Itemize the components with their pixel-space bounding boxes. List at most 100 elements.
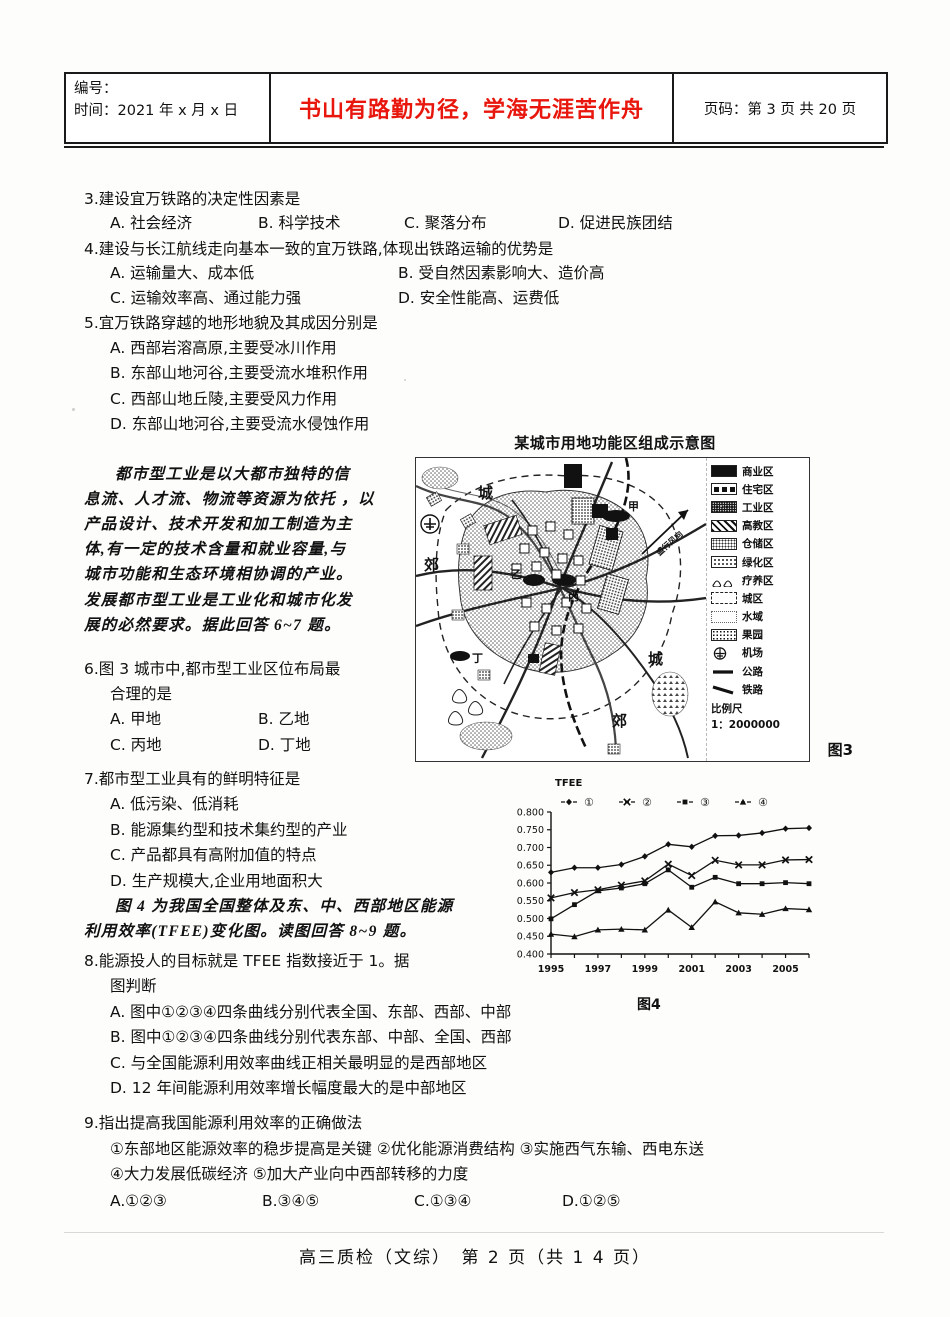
- airport-icon: [420, 514, 440, 534]
- legend-label: 高教区: [742, 520, 774, 533]
- svg-text:④: ④: [758, 796, 768, 809]
- higher-education-zone: [473, 514, 562, 676]
- question-6-option-d: D. 丁地: [258, 736, 311, 754]
- higher-education-swatch-icon: [711, 519, 737, 532]
- svg-text:0.700: 0.700: [517, 843, 544, 854]
- scan-speck: [720, 505, 722, 507]
- map-scale-label: 比例尺: [711, 703, 743, 716]
- legend-label: 铁路: [742, 683, 763, 696]
- svg-text:2001: 2001: [679, 964, 705, 975]
- water-swatch-icon: [711, 610, 737, 623]
- header-motto-cell: 书山有路勤为径，学海无涯苦作舟: [271, 74, 674, 142]
- question-9-option-c: C.①③④: [414, 1192, 472, 1210]
- page-footer: 高三质检（文综） 第 2 页（共 1 4 页）: [299, 1248, 651, 1268]
- passage-line: 利用效率(TFEE)变化图。读图回答 8~9 题。: [84, 923, 417, 941]
- map-site-bing: 丙: [568, 590, 579, 603]
- commercial-swatch-icon: [711, 465, 737, 478]
- svg-text:2005: 2005: [772, 964, 798, 975]
- map-label-cheng-east: 城: [648, 650, 664, 668]
- question-5-option-d: D. 东部山地河谷,主要受流水侵蚀作用: [110, 415, 370, 433]
- industrial-swatch-icon: [711, 501, 737, 514]
- question-3-option-c: C. 聚落分布: [404, 214, 487, 232]
- svg-text:0.650: 0.650: [517, 861, 544, 872]
- question-4-stem: 4.建设与长江航线走向基本一致的宜万铁路,体现出铁路运输的优势是: [84, 240, 554, 258]
- passage-line: 展的必然要求。据此回答 6~7 题。: [84, 616, 341, 634]
- question-6-stem-line2: 合理的是: [110, 685, 173, 703]
- legend-item-sanatorium: 疗养区: [711, 571, 807, 589]
- svg-text:①: ①: [584, 796, 594, 809]
- figure-3-title: 某城市用地功能区组成示意图: [514, 434, 716, 452]
- passage-line: 城市功能和生态环境相协调的产业。: [84, 566, 353, 584]
- svg-text:1995: 1995: [538, 964, 564, 975]
- legend-label: 疗养区: [742, 574, 774, 587]
- map-label-jiao-south: 郊: [612, 712, 628, 730]
- question-3-stem: 3.建设宜万铁路的决定性因素是: [84, 190, 301, 208]
- question-9-option-b: B.③④⑤: [262, 1192, 320, 1210]
- legend-label: 住宅区: [742, 483, 774, 496]
- question-8-option-d: D. 12 年间能源利用效率增长幅度最大的是中部地区: [110, 1079, 467, 1097]
- legend-label: 城区: [742, 592, 763, 605]
- legend-label: 果园: [742, 629, 763, 642]
- svg-text:1997: 1997: [585, 964, 611, 975]
- map-label-cheng-north: 城: [478, 484, 494, 502]
- question-8-option-a: A. 图中①②③④四条曲线分别代表全国、东部、西部、中部: [110, 1003, 512, 1021]
- question-5-option-c: C. 西部山地丘陵,主要受风力作用: [110, 390, 338, 408]
- question-3-option-a: A. 社会经济: [110, 214, 193, 232]
- question-8-option-b: B. 图中①②③④四条曲线分别代表东部、中部、全国、西部: [110, 1028, 512, 1046]
- residential-swatch-icon: [711, 483, 737, 496]
- prevailing-wind-arrow: [641, 509, 689, 555]
- legend-item-road: 公路: [711, 662, 807, 680]
- svg-text:0.750: 0.750: [517, 825, 544, 836]
- header-left-cell: 编号： 时间：2021 年 x 月 x 日: [66, 74, 271, 142]
- question-8-stem-line1: 8.能源投人的目标就是 TFEE 指数接近于 1。据: [84, 952, 410, 970]
- legend-item-orchard: 果园: [711, 626, 807, 644]
- legend-item-commercial: 商业区: [711, 462, 807, 480]
- svg-text:0.800: 0.800: [517, 807, 544, 818]
- legend-label: 水域: [742, 611, 763, 624]
- question-5-stem: 5.宜万铁路穿越的地形地貌及其成因分别是: [84, 314, 378, 332]
- passage-line: 发展都市型工业是工业化和城市化发: [84, 591, 353, 609]
- orchard-swatch-icon: [711, 628, 737, 641]
- airport-icon: [711, 646, 737, 660]
- question-9-option-d: D.①②⑤: [562, 1192, 621, 1210]
- map-site-jia: 甲: [628, 500, 639, 513]
- question-7-stem: 7.都市型工业具有的鲜明特征是: [84, 770, 301, 788]
- map-scale-value: 1：2000000: [711, 719, 780, 732]
- question-4-option-d: D. 安全性能高、运费低: [398, 289, 560, 307]
- question-7-option-d: D. 生产规模大,企业用地面积大: [110, 872, 323, 890]
- legend-item-storage: 仓储区: [711, 535, 807, 553]
- question-8-option-c: C. 与全国能源利用效率曲线正相关最明显的是西部地区: [110, 1054, 488, 1072]
- svg-text:0.500: 0.500: [517, 914, 544, 925]
- railway-icon: [711, 683, 737, 696]
- tfee-line-chart: TFEE 0.400 0.450 0.500 0.550 0.600 0.650 0.700 0…: [517, 778, 813, 975]
- legend-item-green-space: 绿化区: [711, 553, 807, 571]
- figure-3-caption: 图3: [827, 741, 853, 759]
- question-7-option-b: B. 能源集约型和技术集约型的产业: [110, 821, 348, 839]
- question-7-option-a: A. 低污染、低消耗: [110, 795, 239, 813]
- header-rule: [64, 146, 884, 148]
- svg-text:0.400: 0.400: [517, 949, 544, 960]
- question-6-option-b: B. 乙地: [258, 710, 310, 728]
- passage-line: 都市型工业是以大都市独特的信: [115, 466, 351, 483]
- question-4-option-a: A. 运输量大、成本低: [110, 264, 255, 282]
- legend-item-airport: 机场: [711, 644, 807, 662]
- svg-text:0.550: 0.550: [517, 896, 544, 907]
- residential-zone: [511, 521, 592, 636]
- passage-line: 体,有一定的技术含量和就业容量,与: [84, 541, 347, 559]
- question-9-stem: 9.指出提高我国能源利用效率的正确做法: [84, 1114, 363, 1132]
- legend-item-higher-education: 高教区: [711, 517, 807, 535]
- legend-item-residential: 住宅区: [711, 480, 807, 498]
- question-6-stem-line1: 6.图 3 城市中,都市型工业区位布局最: [84, 660, 341, 678]
- header-time-label: 时间：2021 年 x 月 x 日: [74, 103, 239, 120]
- map-site-yi: 乙: [511, 568, 522, 581]
- question-5-option-a: A. 西部岩溶高原,主要受冰川作用: [110, 339, 337, 357]
- svg-text:②: ②: [642, 796, 652, 809]
- road-icon: [711, 665, 737, 678]
- industrial-zone: [564, 464, 630, 615]
- legend-item-railway: 铁路: [711, 680, 807, 698]
- header-code-label: 编号：: [74, 81, 118, 97]
- series-④: [547, 898, 813, 940]
- figure-3-box: 城 郊 城 郊 甲 乙 丙 丁 盛行风向 商业区 住宅区: [415, 457, 810, 762]
- question-9-items-line1: ①东部地区能源效率的稳步提高是关键 ②优化能源消费结构 ③实施西气东输、西电东送: [110, 1140, 705, 1158]
